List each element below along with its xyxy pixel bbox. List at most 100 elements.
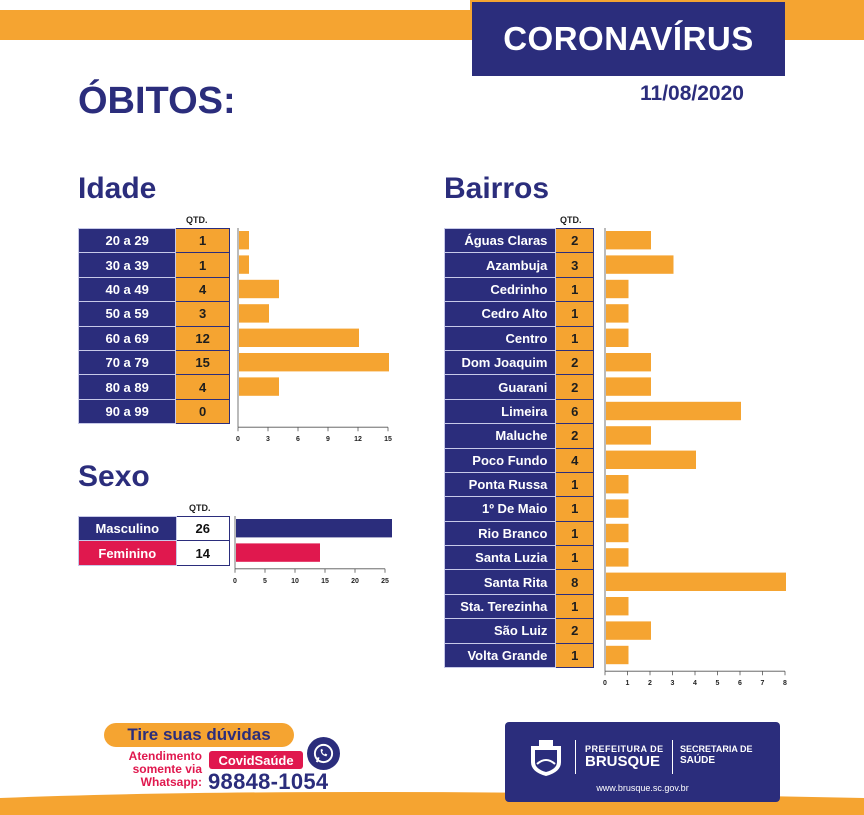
prefeitura-label: PREFEITURA DE xyxy=(585,744,664,754)
x-tick-label: 3 xyxy=(671,680,675,687)
bar xyxy=(606,304,629,323)
category-value: 2 xyxy=(555,349,594,376)
bar xyxy=(606,450,696,469)
bar xyxy=(606,255,674,274)
bar xyxy=(606,401,741,421)
category-value: 4 xyxy=(555,447,594,473)
x-tick-label: 8 xyxy=(783,680,787,687)
category-label: Rio Branco xyxy=(443,520,557,547)
sexo-qtd-label: QTD. xyxy=(189,503,211,513)
report-date: 11/08/2020 xyxy=(640,82,744,105)
cta-text: Tire suas dúvidas xyxy=(127,725,271,744)
bar xyxy=(606,523,629,543)
category-value: 8 xyxy=(555,569,594,595)
category-value: 4 xyxy=(175,276,230,303)
category-label: 50 a 59 xyxy=(77,301,177,327)
category-label: Volta Grande xyxy=(443,642,557,669)
category-value: 14 xyxy=(175,540,231,566)
table-row: Volta Grande 1 xyxy=(443,642,594,669)
category-value: 2 xyxy=(555,618,594,644)
table-row: Cedro Alto 1 xyxy=(443,301,594,327)
category-label: Masculino xyxy=(78,515,177,542)
bairros-table: Águas Claras 2 Azambuja 3 Cedrinho 1 Cedro Alt… xyxy=(443,227,594,669)
table-row: Masculino 26 xyxy=(78,515,231,542)
x-tick-label: 10 xyxy=(291,578,299,585)
x-tick-label: 2 xyxy=(648,680,652,687)
category-label: Santa Luzia xyxy=(443,545,557,571)
category-value: 1 xyxy=(555,276,594,303)
x-tick-label: 1 xyxy=(626,680,630,687)
page-title: CORONAVÍRUS xyxy=(503,20,754,57)
bar xyxy=(606,572,786,591)
phone-number[interactable]: 98848-1054 xyxy=(208,769,329,794)
bar xyxy=(239,279,279,299)
idade-title: Idade xyxy=(78,172,157,205)
table-row: 80 a 89 4 xyxy=(77,374,230,400)
bar xyxy=(239,304,269,323)
table-row: Santa Luzia 1 xyxy=(443,545,594,571)
category-value: 2 xyxy=(555,374,594,400)
category-label: Ponta Russa xyxy=(443,471,557,498)
category-value: 1 xyxy=(555,593,594,620)
category-value: 26 xyxy=(175,515,231,542)
bar xyxy=(606,328,629,347)
x-tick-label: 0 xyxy=(233,578,237,585)
x-tick-label: 15 xyxy=(384,436,392,443)
category-value: 3 xyxy=(175,301,230,327)
category-label: Maluche xyxy=(443,423,557,449)
category-value: 1 xyxy=(175,252,230,278)
idade-table: 20 a 29 1 30 a 39 1 40 a 49 4 50 a 59 3 60 a 69 1… xyxy=(77,227,230,425)
brusque-crest-icon xyxy=(531,740,561,776)
category-label: São Luiz xyxy=(443,618,557,644)
category-value: 3 xyxy=(555,252,594,278)
x-tick-label: 3 xyxy=(266,436,270,443)
bar xyxy=(606,548,629,567)
category-label: 60 a 69 xyxy=(77,325,177,351)
table-row: Guarani 2 xyxy=(443,374,594,400)
table-row: Cedrinho 1 xyxy=(443,276,594,303)
table-row: 90 a 99 0 xyxy=(77,398,230,425)
x-tick-label: 6 xyxy=(296,436,300,443)
idade-bar-chart: 0 3 6 9 12 15 xyxy=(236,228,392,443)
covid-badge: CovidSaúde xyxy=(209,751,303,769)
bairros-bar-chart: 0 1 2 3 4 5 6 7 8 xyxy=(603,228,787,687)
idade-qtd-label: QTD. xyxy=(186,215,208,225)
table-row: Águas Claras 2 xyxy=(443,227,594,254)
category-label: Guarani xyxy=(443,374,557,400)
table-row: Limeira 6 xyxy=(443,398,594,425)
top-stripe-cut xyxy=(0,0,470,10)
category-value: 4 xyxy=(175,374,230,400)
attend-line-1: Atendimento xyxy=(128,749,202,763)
bar xyxy=(606,279,629,299)
table-row: Poco Fundo 4 xyxy=(443,447,594,473)
category-label: Águas Claras xyxy=(443,227,557,254)
table-row: Santa Rita 8 xyxy=(443,569,594,595)
table-row: Sta. Terezinha 1 xyxy=(443,593,594,620)
x-tick-label: 15 xyxy=(321,578,329,585)
bar xyxy=(606,377,651,396)
category-label: Centro xyxy=(443,325,557,351)
bar xyxy=(606,597,629,616)
category-value: 12 xyxy=(175,325,230,351)
table-row: São Luiz 2 xyxy=(443,618,594,644)
prefeitura-footer: PREFEITURA DE BRUSQUE SECRETARIA DE SAÚD… xyxy=(505,722,780,802)
bar xyxy=(606,353,651,372)
attend-text: Atendimento somente via Whatsapp: xyxy=(110,750,202,789)
table-row: 20 a 29 1 xyxy=(77,227,230,254)
category-label: Limeira xyxy=(443,398,557,425)
table-row: 40 a 49 4 xyxy=(77,276,230,303)
table-row: Dom Joaquim 2 xyxy=(443,349,594,376)
category-label: 1º De Maio xyxy=(443,496,557,522)
x-tick-label: 6 xyxy=(738,680,742,687)
category-label: Sta. Terezinha xyxy=(443,593,557,620)
bar xyxy=(606,499,629,518)
x-tick-label: 12 xyxy=(354,436,362,443)
category-label: Cedro Alto xyxy=(443,301,557,327)
cta-pill: Tire suas dúvidas xyxy=(104,723,294,747)
x-tick-label: 0 xyxy=(236,436,240,443)
bar xyxy=(606,231,651,250)
category-label: Santa Rita xyxy=(443,569,557,595)
category-label: 80 a 89 xyxy=(77,374,177,400)
website-url[interactable]: www.brusque.sc.gov.br xyxy=(596,783,689,793)
category-label: 30 a 39 xyxy=(77,252,177,278)
